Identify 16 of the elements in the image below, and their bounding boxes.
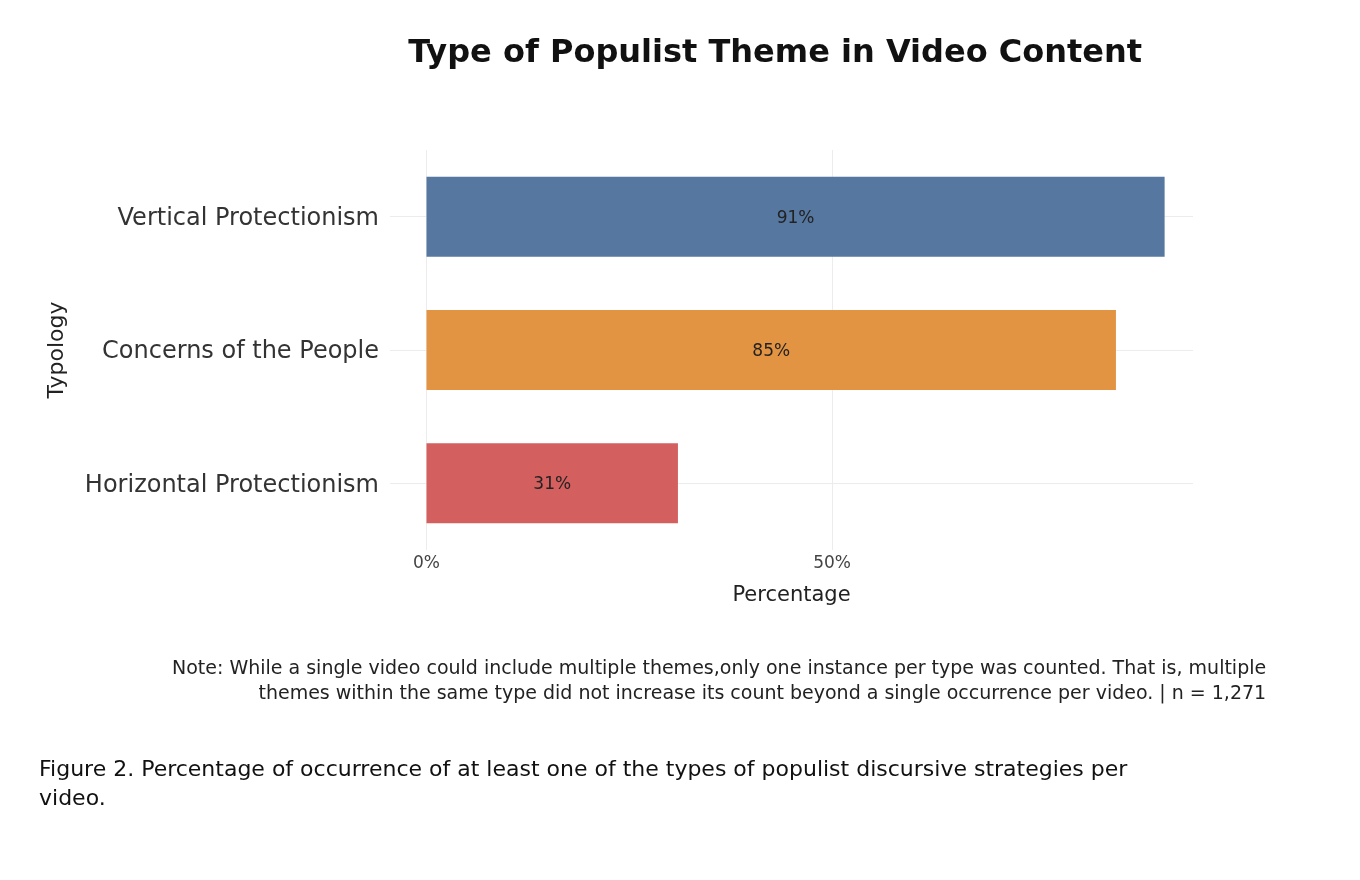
y-tick-label: Vertical Protectionism — [117, 203, 379, 232]
y-axis-title: Typology — [42, 301, 68, 400]
bar — [426, 443, 678, 524]
bar — [426, 310, 1116, 390]
x-tick-label: 0% — [413, 552, 440, 572]
data-label: 91% — [776, 206, 815, 227]
y-tick-label: Horizontal Protectionism — [84, 469, 379, 498]
caption: Figure 2. Percentage of occurrence of at least one of the types of populist discursive strategies per video. — [39, 756, 1129, 810]
data-label: 85% — [752, 340, 791, 360]
text: Note: While a single video could include multiple themes,only one instance per type was counted. That is, multiple themes within the same type did not increase its count beyond a single occurrence per video. | n = 1,271 — [172, 656, 1267, 704]
y-tick-label: Concerns of the People — [102, 336, 379, 365]
data-label: 31% — [533, 473, 572, 494]
bar — [426, 176, 1165, 257]
x-axis-title: Percentage — [732, 582, 851, 607]
chart-title: Type of Populist Theme in Video Content — [408, 32, 1143, 70]
x-tick-label: 50% — [813, 552, 851, 572]
